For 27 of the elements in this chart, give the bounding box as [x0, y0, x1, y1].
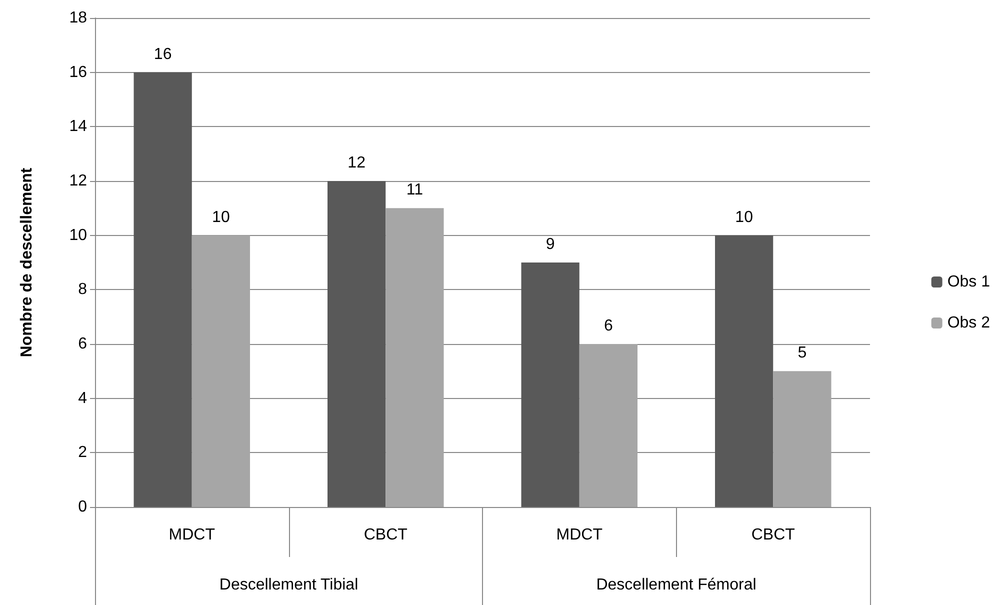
data-label: 16: [154, 46, 172, 63]
data-label: 10: [735, 208, 754, 226]
text: Descellement Tibial: [219, 576, 358, 594]
legend-label: Obs 1: [947, 274, 990, 290]
y-tick-label: 0: [78, 498, 88, 516]
y-tick-label: 18: [69, 10, 88, 26]
y-axis-title: Nombre de descellement: [18, 167, 36, 358]
x-tick-label: CBCT: [364, 526, 408, 544]
data-label: 11: [406, 182, 424, 199]
y-tick-label: 4: [78, 390, 88, 407]
y-tick-label: 16: [69, 64, 88, 81]
data-label: 6: [604, 318, 613, 334]
y-tick-label: 2: [78, 444, 88, 462]
y-tick-label: 6: [78, 336, 88, 352]
data-label: 9: [546, 236, 555, 253]
x-tick-label: CBCT: [751, 526, 796, 544]
text: Descellement Fémoral: [596, 576, 756, 594]
legend-label: Obs 2: [947, 314, 990, 332]
x-tick-label: MDCT: [168, 526, 216, 544]
x-tick-label: MDCT: [556, 526, 603, 544]
data-label: 5: [798, 344, 807, 362]
data-label: 12: [348, 154, 366, 172]
data-label: 10: [212, 208, 230, 226]
y-tick-label: 12: [69, 172, 88, 190]
y-tick-label: 10: [69, 226, 88, 244]
y-tick-label: 14: [69, 118, 88, 136]
y-tick-label: 8: [78, 281, 88, 298]
